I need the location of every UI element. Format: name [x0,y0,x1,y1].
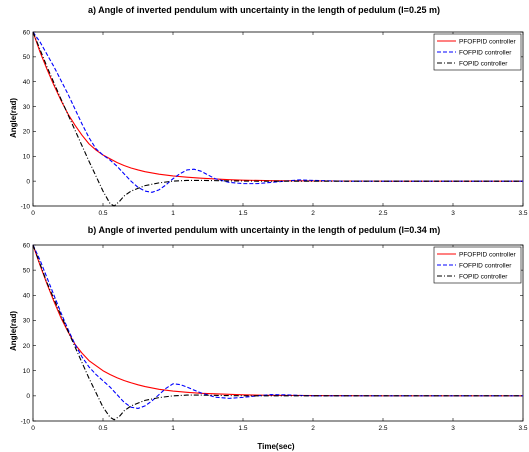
y-tick-label: 50 [23,54,31,61]
x-tick-label: 2.5 [378,425,387,432]
x-tick-label: 3 [451,425,455,432]
chart-panel-a: a) Angle of inverted pendulum with uncer… [9,5,528,217]
legend-label: PFOFPID controller [459,38,517,45]
x-tick-label: 0.5 [98,210,107,217]
y-tick-label: -10 [21,418,31,425]
x-tick-label: 3.5 [518,425,527,432]
x-tick-label: 1.5 [238,425,247,432]
legend-label: FOFPID controller [459,262,512,269]
series-line [32,244,523,409]
x-tick-label: 1 [171,210,175,217]
y-tick-label: 60 [23,29,31,36]
series-line [32,31,523,207]
series-layer [32,31,523,207]
x-tick-label: 2 [311,210,315,217]
legend-box [433,33,522,71]
x-tick-label: 3.5 [518,210,527,217]
legend-label: FOPID controller [459,60,508,67]
x-tick-label: 1.5 [238,210,247,217]
legend: PFOFPID controller FOFPID controller FOPID… [433,33,522,71]
y-tick-label: 40 [23,293,31,300]
y-tick-label: 50 [23,267,31,274]
y-tick-label: 20 [23,129,31,136]
y-axis-label: Angle(rad) [9,98,18,138]
x-axis-label: Time(sec) [257,442,295,451]
y-tick-label: -10 [21,203,31,210]
x-tick-label: 3 [451,210,455,217]
y-tick-label: 40 [23,79,31,86]
series-line [32,244,523,397]
x-tick-label: 2 [311,425,315,432]
y-tick-label: 60 [23,242,31,249]
x-tick-label: 2.5 [378,210,387,217]
series-line [32,31,523,193]
y-tick-label: 30 [23,104,31,111]
x-tick-label: 0 [31,210,35,217]
legend-box [433,246,522,284]
y-tick-label: 0 [26,393,30,400]
y-tick-label: 10 [23,154,31,161]
chart-title: a) Angle of inverted pendulum with uncer… [88,5,440,15]
legend-label: FOFPID controller [459,49,512,56]
y-tick-label: 20 [23,343,31,350]
legend-label: PFOFPID controller [459,251,517,258]
x-tick-label: 1 [171,425,175,432]
chart-title: b) Angle of inverted pendulum with uncer… [88,225,440,235]
series-layer [32,244,523,421]
legend-label: FOPID controller [459,273,508,280]
chart-panel-b: b) Angle of inverted pendulum with uncer… [9,225,528,451]
y-tick-label: 30 [23,318,31,325]
x-tick-label: 0 [31,425,35,432]
legend: PFOFPID controller FOFPID controller FOPID… [433,246,522,284]
y-axis-label: Angle(rad) [9,311,18,351]
x-tick-label: 0.5 [98,425,107,432]
series-line [32,244,523,421]
y-tick-label: 10 [23,368,31,375]
y-tick-label: 0 [26,178,30,185]
